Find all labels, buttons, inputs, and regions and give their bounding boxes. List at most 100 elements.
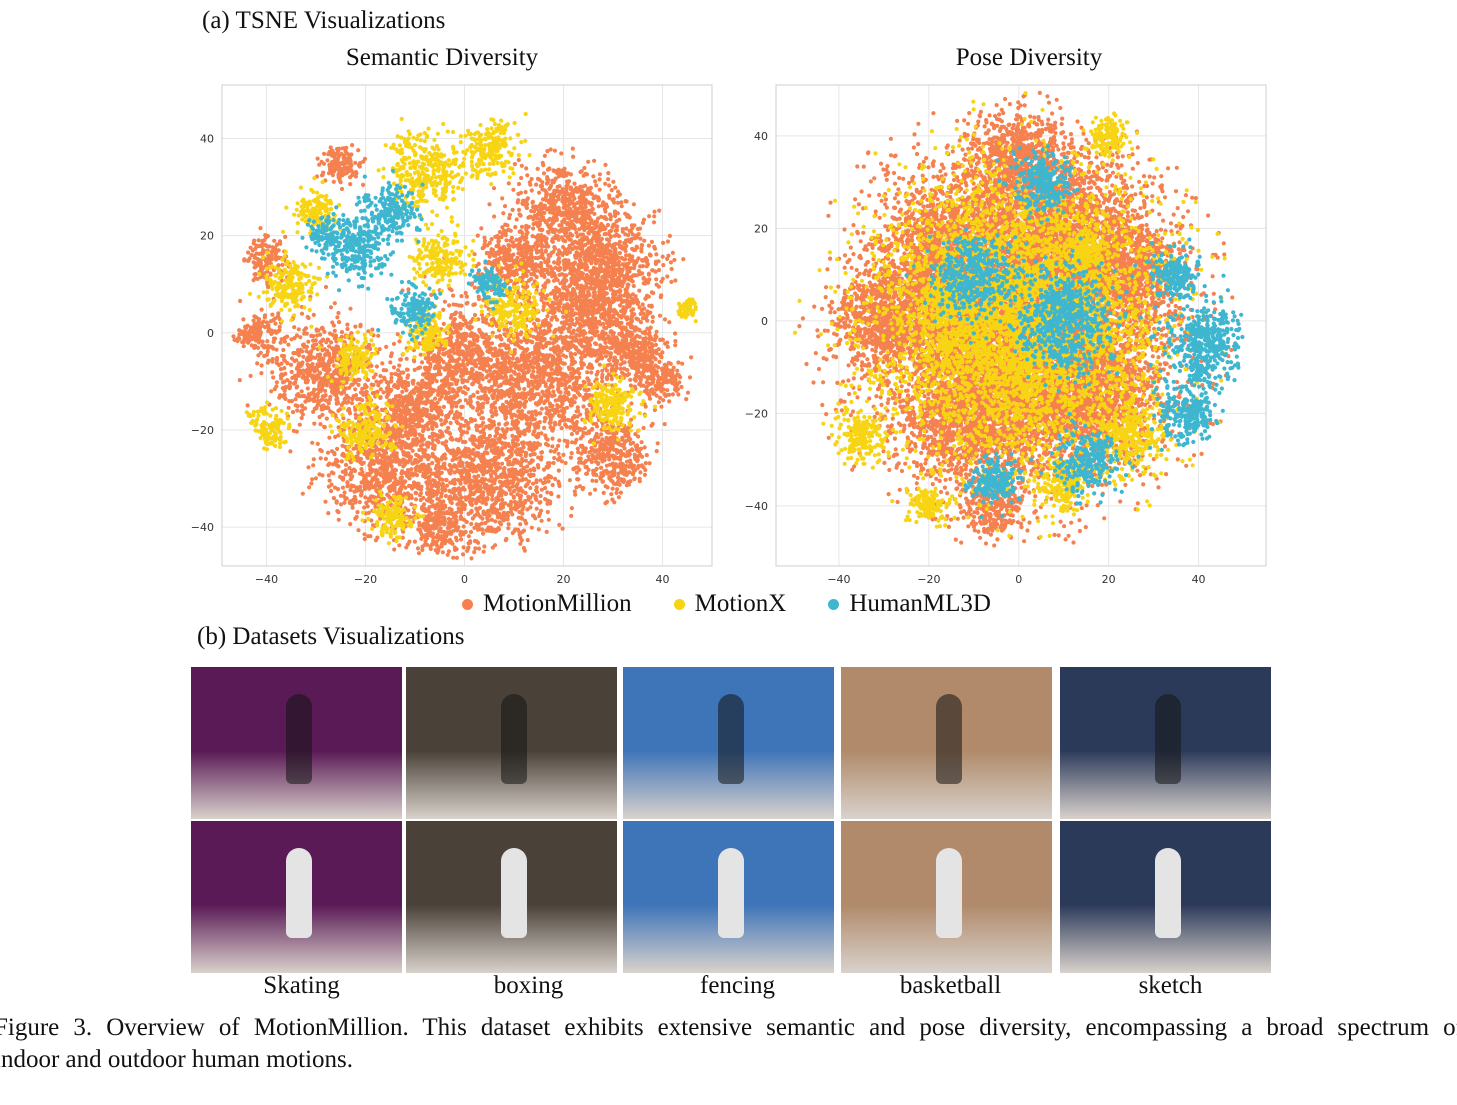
scatter-point bbox=[380, 464, 385, 469]
scatter-point bbox=[515, 442, 521, 447]
scatter-point bbox=[278, 393, 283, 398]
scatter-point bbox=[348, 306, 353, 311]
scatter-point bbox=[289, 356, 295, 361]
scatter-point bbox=[483, 520, 488, 526]
scatter-point bbox=[252, 322, 257, 327]
scatter-point bbox=[518, 453, 523, 458]
scatter-point bbox=[291, 428, 296, 433]
scatter-point bbox=[455, 468, 460, 473]
scatter-point bbox=[569, 376, 575, 381]
scatter-point bbox=[644, 260, 649, 265]
scatter-point bbox=[388, 478, 393, 483]
scatter-point bbox=[425, 467, 430, 473]
scatter-point bbox=[413, 497, 419, 502]
scatter-point bbox=[640, 316, 645, 321]
scatter-point bbox=[476, 395, 481, 400]
scatter-point bbox=[505, 517, 510, 522]
scatter-point bbox=[357, 500, 362, 505]
scatter-point bbox=[568, 344, 573, 350]
scatter-point bbox=[569, 371, 574, 376]
scatter-point bbox=[508, 479, 513, 484]
scatter-point bbox=[322, 347, 327, 352]
scatter-point bbox=[521, 357, 526, 362]
scatter-point bbox=[466, 545, 471, 550]
scatter-point bbox=[588, 298, 593, 303]
scatter-point bbox=[490, 497, 495, 502]
scatter-point bbox=[350, 401, 355, 406]
scatter-point bbox=[600, 333, 605, 338]
scatter-point bbox=[489, 517, 494, 522]
scatter-point bbox=[271, 375, 276, 380]
scatter-point bbox=[349, 382, 354, 387]
scatter-point bbox=[536, 455, 541, 460]
scatter-point bbox=[545, 490, 550, 495]
scatter-point bbox=[576, 367, 581, 372]
scatter-point bbox=[572, 400, 577, 405]
scatter-point bbox=[314, 327, 319, 332]
scatter-point bbox=[531, 365, 536, 370]
scatter-point bbox=[295, 365, 300, 370]
scatter-point bbox=[509, 491, 514, 496]
scatter-point bbox=[526, 494, 531, 499]
scatter-point bbox=[503, 501, 508, 506]
scatter-point bbox=[439, 491, 444, 496]
scatter-point bbox=[557, 522, 562, 527]
scatter-point bbox=[329, 340, 334, 345]
scatter-point bbox=[552, 393, 557, 398]
scatter-point bbox=[461, 524, 466, 529]
scatter-point bbox=[530, 382, 535, 387]
scatter-point bbox=[564, 405, 570, 410]
scatter-point bbox=[524, 421, 529, 426]
scatter-point bbox=[427, 479, 433, 485]
scatter-point bbox=[537, 383, 542, 388]
scatter-point bbox=[252, 238, 257, 243]
scatter-point bbox=[386, 460, 392, 465]
scatter-point bbox=[347, 411, 353, 416]
scatter-point bbox=[510, 385, 515, 390]
scatter-point bbox=[531, 513, 536, 519]
scatter-point bbox=[495, 461, 501, 466]
scatter-point bbox=[474, 480, 479, 485]
scatter-point bbox=[673, 343, 678, 348]
scatter-point bbox=[297, 353, 302, 358]
scatter-point bbox=[306, 392, 311, 397]
scatter-point bbox=[248, 373, 253, 378]
scatter-point bbox=[311, 409, 316, 414]
scatter-point bbox=[490, 545, 495, 550]
scatter-point bbox=[269, 389, 274, 394]
scatter-point bbox=[663, 341, 668, 346]
scatter-point bbox=[476, 473, 481, 479]
scatter-point bbox=[434, 484, 439, 489]
scatter-point bbox=[262, 353, 267, 359]
scatter-point bbox=[548, 347, 553, 352]
scatter-point bbox=[462, 468, 467, 473]
scatter-point bbox=[401, 481, 406, 486]
scatter-point bbox=[524, 469, 529, 474]
scatter-point bbox=[338, 376, 344, 381]
scatter-point bbox=[294, 373, 299, 378]
scatter-point bbox=[289, 369, 294, 375]
scatter-point bbox=[405, 468, 411, 473]
scatter-point bbox=[341, 416, 346, 421]
scatter-point bbox=[516, 415, 522, 420]
scatter-point bbox=[523, 477, 528, 482]
scatter-point bbox=[340, 443, 345, 448]
scatter-point bbox=[451, 478, 456, 483]
scatter-point bbox=[406, 436, 411, 441]
scatter-point bbox=[541, 319, 546, 324]
scatter-point bbox=[496, 450, 501, 455]
scatter-point bbox=[317, 363, 322, 368]
scatter-point bbox=[552, 420, 558, 425]
scatter-point bbox=[375, 459, 380, 464]
scatter-point bbox=[538, 493, 543, 499]
scatter-point bbox=[342, 500, 347, 505]
scatter-point bbox=[287, 399, 292, 404]
scatter-point bbox=[323, 456, 328, 461]
scatter-point bbox=[550, 444, 555, 449]
scatter-point bbox=[322, 425, 327, 430]
scatter-point bbox=[611, 295, 616, 300]
scatter-point bbox=[484, 436, 489, 442]
scatter-point bbox=[470, 405, 475, 410]
scatter-point bbox=[318, 456, 323, 461]
scatter-point bbox=[324, 381, 329, 386]
